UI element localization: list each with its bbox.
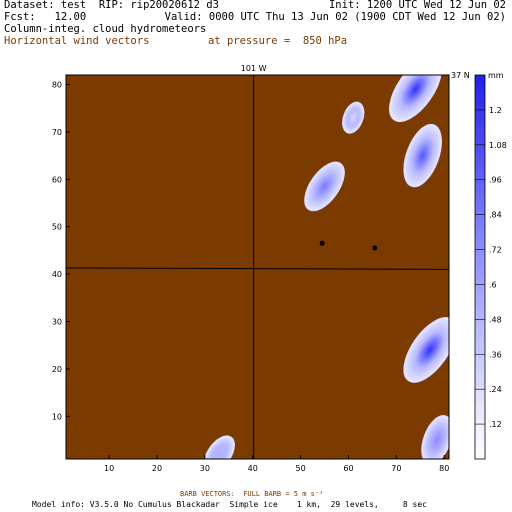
longitude-label: 101 W xyxy=(241,64,267,73)
y-tick-label: 50 xyxy=(52,223,62,232)
cloud-region xyxy=(304,161,345,212)
colorbar: 1.2 1.08 .96 .84 .72 .6 .48 .36 .24 .12 mm xyxy=(474,71,507,460)
cloud-region xyxy=(342,101,365,134)
latitude-label: 37 N xyxy=(451,71,470,80)
y-tick-label: 30 xyxy=(52,318,62,327)
station-dot xyxy=(372,245,378,251)
x-tick-label: 20 xyxy=(152,464,162,473)
colorbar-tick-label: .96 xyxy=(489,176,502,185)
colorbar-tick-label: .48 xyxy=(489,315,502,324)
x-tick-label: 50 xyxy=(295,464,305,473)
plot-background xyxy=(66,75,449,459)
dataset-label: Dataset: test RIP: rip20020612 d3 xyxy=(4,0,219,11)
valid-time: Valid: 0000 UTC Thu 13 Jun 02 (1900 CDT … xyxy=(164,11,506,23)
x-tick-label: 10 xyxy=(104,464,114,473)
cloud-region xyxy=(203,435,235,459)
init-time: Init: 1200 UTC Wed 12 Jun 02 xyxy=(328,0,506,11)
x-tick-label: 60 xyxy=(343,464,353,473)
plot-frame xyxy=(65,74,450,460)
y-tick-label: 80 xyxy=(52,80,62,89)
pressure-level: at pressure = 850 hPa xyxy=(208,35,348,47)
colorbar-tick-label: .6 xyxy=(489,280,497,289)
y-tick-label: 10 xyxy=(52,412,62,421)
y-tick-label: 20 xyxy=(52,365,62,374)
colorbar-scale xyxy=(474,74,486,460)
x-tick-label: 40 xyxy=(248,464,258,473)
colorbar-tick-label: .12 xyxy=(489,420,502,429)
map-panel: 10 20 30 40 50 60 70 80 10 20 30 40 50 60 70 80 101 W 37 … xyxy=(52,64,470,473)
field-name-wind: Horizontal wind vectors xyxy=(4,35,150,47)
colorbar-tick-label: .24 xyxy=(489,385,502,394)
x-tick-label: 70 xyxy=(391,464,401,473)
station-dot xyxy=(319,240,325,246)
forecast-hour: Fcst: 12.00 xyxy=(4,11,87,23)
barb-legend: BARB VECTORS: FULL BARB = 5 m s⁻¹ xyxy=(180,490,324,498)
colorbar-tick-label: .72 xyxy=(489,246,502,255)
field-name-clouds: Column-integ. cloud hydrometeors xyxy=(4,23,207,35)
y-tick-label: 60 xyxy=(52,175,62,184)
y-tick-label: 40 xyxy=(52,270,62,279)
parallel-line xyxy=(65,267,450,270)
model-info: Model info: V3.5.0 No Cumulus Blackadar … xyxy=(32,500,427,509)
cloud-region xyxy=(389,75,442,123)
x-tick-label: 30 xyxy=(200,464,210,473)
cloud-region xyxy=(403,317,449,383)
cloud-region xyxy=(421,415,449,459)
cloud-region xyxy=(403,123,442,188)
y-tick-label: 70 xyxy=(52,128,62,137)
colorbar-tick-label: 1.2 xyxy=(489,106,502,115)
colorbar-units: mm xyxy=(488,71,504,80)
colorbar-tick-label: 1.08 xyxy=(489,141,507,150)
x-tick-label: 80 xyxy=(439,464,449,473)
colorbar-tick-label: .84 xyxy=(489,211,502,220)
colorbar-tick-label: .36 xyxy=(489,350,502,359)
